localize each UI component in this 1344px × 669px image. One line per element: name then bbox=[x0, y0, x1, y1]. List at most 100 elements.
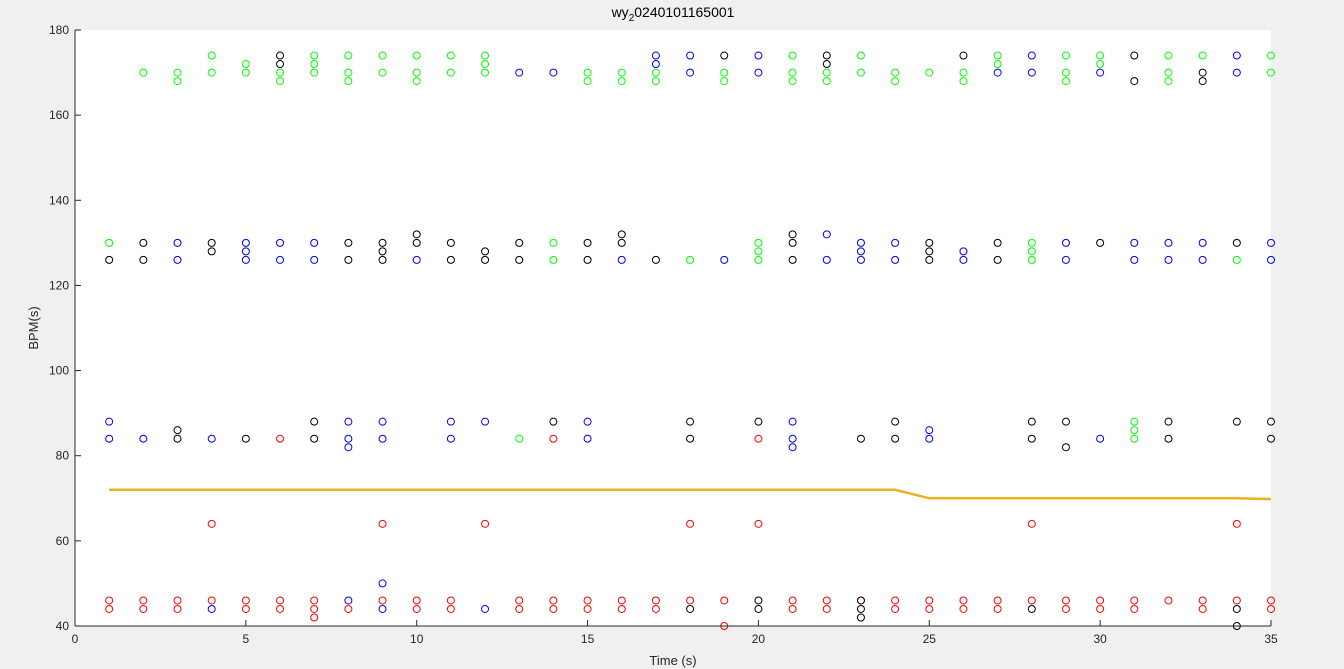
blue-point bbox=[276, 255, 285, 264]
green-point bbox=[617, 77, 626, 86]
tick-labels: 0 5 10 15 20 25 30 35 40 60 80 100 120 140 160 180 bbox=[49, 23, 1278, 646]
blue-point bbox=[446, 417, 455, 426]
black-point bbox=[891, 417, 900, 426]
green-point bbox=[1198, 51, 1207, 60]
y-tick-label: 120 bbox=[49, 278, 69, 292]
red-point bbox=[822, 596, 831, 605]
blue-point bbox=[856, 255, 865, 264]
red-point bbox=[446, 604, 455, 613]
red-point bbox=[515, 596, 524, 605]
green-point bbox=[651, 68, 660, 77]
red-point bbox=[925, 596, 934, 605]
blue-point bbox=[925, 434, 934, 443]
red-point bbox=[754, 519, 763, 528]
red-point bbox=[925, 604, 934, 613]
green-point bbox=[207, 68, 216, 77]
black-point bbox=[481, 247, 490, 256]
blue-point bbox=[207, 434, 216, 443]
green-point bbox=[1232, 255, 1241, 264]
blue-point bbox=[891, 238, 900, 247]
blue-point bbox=[1164, 255, 1173, 264]
blue-point bbox=[788, 434, 797, 443]
black-point bbox=[344, 238, 353, 247]
black-point bbox=[378, 238, 387, 247]
blue-point bbox=[139, 434, 148, 443]
red-point bbox=[276, 604, 285, 613]
blue-point bbox=[549, 68, 558, 77]
green-point bbox=[481, 68, 490, 77]
red-point bbox=[276, 434, 285, 443]
blue-point bbox=[241, 247, 250, 256]
red-point bbox=[651, 596, 660, 605]
blue-point bbox=[1198, 255, 1207, 264]
green-point bbox=[139, 68, 148, 77]
black-point bbox=[925, 255, 934, 264]
blue-point bbox=[241, 255, 250, 264]
black-point bbox=[856, 596, 865, 605]
blue-point bbox=[1267, 238, 1275, 247]
black-point bbox=[173, 426, 182, 435]
green-point bbox=[378, 68, 387, 77]
green-point bbox=[822, 68, 831, 77]
blue-point bbox=[754, 68, 763, 77]
green-point bbox=[241, 60, 250, 69]
green-point bbox=[925, 68, 934, 77]
blue-point bbox=[1061, 255, 1070, 264]
red-point bbox=[1096, 604, 1105, 613]
red-point bbox=[1267, 604, 1275, 613]
green-point bbox=[651, 77, 660, 86]
black-point bbox=[788, 255, 797, 264]
x-tick-label: 20 bbox=[752, 632, 766, 646]
blue-point bbox=[720, 255, 729, 264]
red-point bbox=[446, 596, 455, 605]
red-point bbox=[1027, 519, 1036, 528]
green-point bbox=[481, 51, 490, 60]
black-point bbox=[276, 60, 285, 69]
red-point bbox=[822, 604, 831, 613]
red-point bbox=[207, 596, 216, 605]
green-point bbox=[446, 68, 455, 77]
black-point bbox=[583, 255, 592, 264]
black-point bbox=[856, 434, 865, 443]
red-point bbox=[788, 604, 797, 613]
black-point bbox=[207, 238, 216, 247]
black-point bbox=[651, 255, 660, 264]
blue-point bbox=[446, 434, 455, 443]
red-point bbox=[378, 519, 387, 528]
y-tick-label: 140 bbox=[49, 193, 69, 207]
black-point bbox=[686, 434, 695, 443]
red-point bbox=[1061, 604, 1070, 613]
black-point bbox=[310, 434, 319, 443]
red-point bbox=[310, 604, 319, 613]
black-point bbox=[925, 247, 934, 256]
green-point bbox=[1130, 434, 1139, 443]
blue-point bbox=[788, 443, 797, 452]
black-point bbox=[481, 255, 490, 264]
blue-point bbox=[481, 604, 490, 613]
blue-point bbox=[993, 68, 1002, 77]
black-point bbox=[583, 238, 592, 247]
black-point bbox=[754, 596, 763, 605]
green-point bbox=[378, 51, 387, 60]
red-point bbox=[993, 596, 1002, 605]
red-point bbox=[1061, 596, 1070, 605]
blue-point bbox=[173, 255, 182, 264]
black-point bbox=[993, 238, 1002, 247]
blue-point bbox=[583, 417, 592, 426]
green-point bbox=[720, 68, 729, 77]
black-point bbox=[515, 238, 524, 247]
red-point bbox=[1027, 596, 1036, 605]
y-tick-label: 40 bbox=[56, 619, 70, 633]
chart-title-main: wy bbox=[611, 4, 629, 20]
blue-point bbox=[1232, 68, 1241, 77]
red-point bbox=[1198, 604, 1207, 613]
red-point bbox=[173, 596, 182, 605]
green-point bbox=[754, 247, 763, 256]
green-point bbox=[959, 77, 968, 86]
black-point bbox=[276, 51, 285, 60]
green-point bbox=[1061, 77, 1070, 86]
black-point bbox=[788, 230, 797, 239]
green-point bbox=[207, 51, 216, 60]
red-point bbox=[344, 604, 353, 613]
